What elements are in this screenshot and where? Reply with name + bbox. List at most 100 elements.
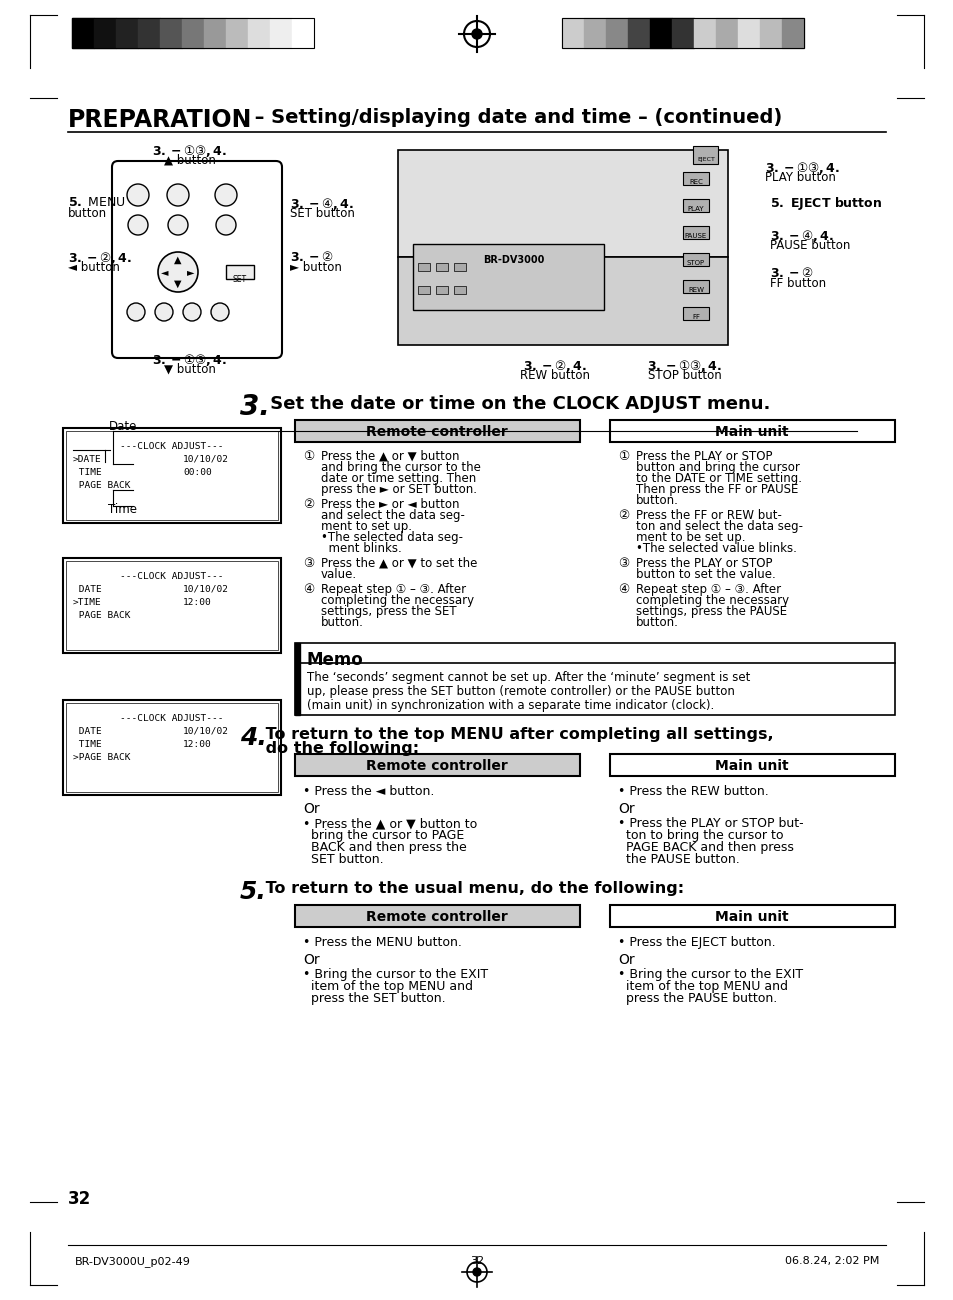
Text: DATE: DATE <box>73 727 102 736</box>
Bar <box>63 699 281 796</box>
Text: $\bf{3.}-$①③$\bf{, 4.}$: $\bf{3.}-$①③$\bf{, 4.}$ <box>152 352 227 368</box>
Text: Time: Time <box>109 503 137 516</box>
Text: Press the ▲ or ▼ to set the: Press the ▲ or ▼ to set the <box>320 556 476 569</box>
Text: Or: Or <box>303 953 319 967</box>
Text: ---CLOCK ADJUST---: ---CLOCK ADJUST--- <box>120 572 224 581</box>
Text: FF: FF <box>691 315 700 320</box>
Text: Press the PLAY or STOP: Press the PLAY or STOP <box>636 450 772 463</box>
Circle shape <box>158 252 198 292</box>
Text: TIME: TIME <box>73 740 102 749</box>
Text: and select the data seg-: and select the data seg- <box>320 510 464 523</box>
Text: ment to set up.: ment to set up. <box>320 520 412 533</box>
Text: PAGE BACK: PAGE BACK <box>73 481 131 490</box>
Bar <box>417 263 430 270</box>
Text: 10/10/02: 10/10/02 <box>183 727 229 736</box>
Bar <box>160 18 182 48</box>
Text: $\bf{3.}-$①③$\bf{, 4.}$: $\bf{3.}-$①③$\bf{, 4.}$ <box>647 358 721 374</box>
Text: REW button: REW button <box>519 369 589 382</box>
Text: ton and select the data seg-: ton and select the data seg- <box>636 520 802 533</box>
Text: press the PAUSE button.: press the PAUSE button. <box>618 992 777 1005</box>
Text: $\bf{3.}-$④$\bf{, 4.}$: $\bf{3.}-$④$\bf{, 4.}$ <box>290 196 354 212</box>
Text: Remote controller: Remote controller <box>366 910 507 924</box>
Bar <box>294 420 579 442</box>
Text: BR-DV3000: BR-DV3000 <box>482 255 543 265</box>
Text: Repeat step ① – ③. After: Repeat step ① – ③. After <box>320 582 466 595</box>
Text: 4.: 4. <box>240 725 267 750</box>
Text: Set the date or time on the CLOCK ADJUST menu.: Set the date or time on the CLOCK ADJUST… <box>264 395 770 413</box>
Text: >DATE: >DATE <box>73 455 102 464</box>
Text: press the ► or SET button.: press the ► or SET button. <box>320 484 476 497</box>
Text: •The selected data seg-: •The selected data seg- <box>320 530 462 543</box>
Text: Press the ► or ◄ button: Press the ► or ◄ button <box>320 498 459 511</box>
Bar <box>226 18 248 48</box>
Bar <box>248 18 270 48</box>
Text: button and bring the cursor: button and bring the cursor <box>636 462 799 474</box>
Bar <box>204 18 226 48</box>
Bar <box>682 199 708 212</box>
Text: ---CLOCK ADJUST---: ---CLOCK ADJUST--- <box>120 442 224 451</box>
Bar <box>609 420 894 442</box>
Text: >PAGE BACK: >PAGE BACK <box>73 753 131 762</box>
Text: ▼ button: ▼ button <box>164 363 215 376</box>
Text: ③: ③ <box>303 556 314 569</box>
Text: $\bf{3.}-$②$\bf{, 4.}$: $\bf{3.}-$②$\bf{, 4.}$ <box>68 250 132 266</box>
Text: button.: button. <box>320 616 363 629</box>
Text: Memo: Memo <box>307 651 363 670</box>
Circle shape <box>183 303 201 321</box>
Text: ③: ③ <box>618 556 629 569</box>
Bar <box>294 644 894 715</box>
Text: Main unit: Main unit <box>715 910 788 924</box>
Bar <box>682 307 708 320</box>
Text: • Bring the cursor to the EXIT: • Bring the cursor to the EXIT <box>303 968 488 982</box>
Bar <box>649 18 671 48</box>
Text: Date: Date <box>109 420 137 433</box>
Text: settings, press the PAUSE: settings, press the PAUSE <box>636 604 786 617</box>
Text: EJECT: EJECT <box>697 157 714 162</box>
Text: • Press the MENU button.: • Press the MENU button. <box>303 936 461 949</box>
Text: Or: Or <box>618 802 634 816</box>
Text: ②: ② <box>303 498 314 511</box>
Bar <box>71 18 314 48</box>
Text: $\bf{3.}-$①③$\bf{, 4.}$: $\bf{3.}-$①③$\bf{, 4.}$ <box>764 160 840 176</box>
Text: ---CLOCK ADJUST---: ---CLOCK ADJUST--- <box>120 714 224 723</box>
Text: 10/10/02: 10/10/02 <box>183 585 229 594</box>
Text: STOP button: STOP button <box>647 369 721 382</box>
Text: and bring the cursor to the: and bring the cursor to the <box>320 462 480 474</box>
Bar <box>397 257 727 345</box>
Text: the PAUSE button.: the PAUSE button. <box>618 853 739 866</box>
Bar <box>397 150 727 257</box>
Circle shape <box>215 214 235 235</box>
Bar <box>693 18 716 48</box>
Text: Then press the FF or PAUSE: Then press the FF or PAUSE <box>636 484 798 497</box>
Text: TIME: TIME <box>73 468 102 477</box>
Bar <box>682 280 708 292</box>
Text: date or time setting. Then: date or time setting. Then <box>320 472 476 485</box>
Text: $\bf{3.}-$①③$\bf{, 4.}$: $\bf{3.}-$①③$\bf{, 4.}$ <box>152 143 227 159</box>
Text: 10/10/02: 10/10/02 <box>183 455 229 464</box>
Text: ► button: ► button <box>290 261 341 274</box>
Bar <box>292 18 314 48</box>
Bar <box>561 18 583 48</box>
Text: ④: ④ <box>303 582 314 595</box>
Bar <box>454 263 465 270</box>
Text: DATE: DATE <box>73 585 102 594</box>
Text: $\bf{3.}-$②: $\bf{3.}-$② <box>769 266 813 280</box>
Text: ton to bring the cursor to: ton to bring the cursor to <box>618 829 782 842</box>
Bar <box>682 254 708 266</box>
Bar <box>671 18 693 48</box>
Bar <box>561 18 803 48</box>
Text: BACK and then press the: BACK and then press the <box>303 841 466 854</box>
Text: • Press the REW button.: • Press the REW button. <box>618 785 768 798</box>
Circle shape <box>167 185 189 205</box>
Text: PLAY button: PLAY button <box>764 172 835 185</box>
Bar <box>781 18 803 48</box>
Bar <box>609 754 894 776</box>
Text: ment to be set up.: ment to be set up. <box>636 530 744 543</box>
Circle shape <box>127 303 145 321</box>
Text: • Press the ▲ or ▼ button to: • Press the ▲ or ▼ button to <box>303 816 476 829</box>
Text: to the DATE or TIME setting.: to the DATE or TIME setting. <box>636 472 801 485</box>
Text: Press the ▲ or ▼ button: Press the ▲ or ▼ button <box>320 450 459 463</box>
Circle shape <box>214 185 236 205</box>
Circle shape <box>472 29 481 39</box>
Bar <box>71 18 94 48</box>
